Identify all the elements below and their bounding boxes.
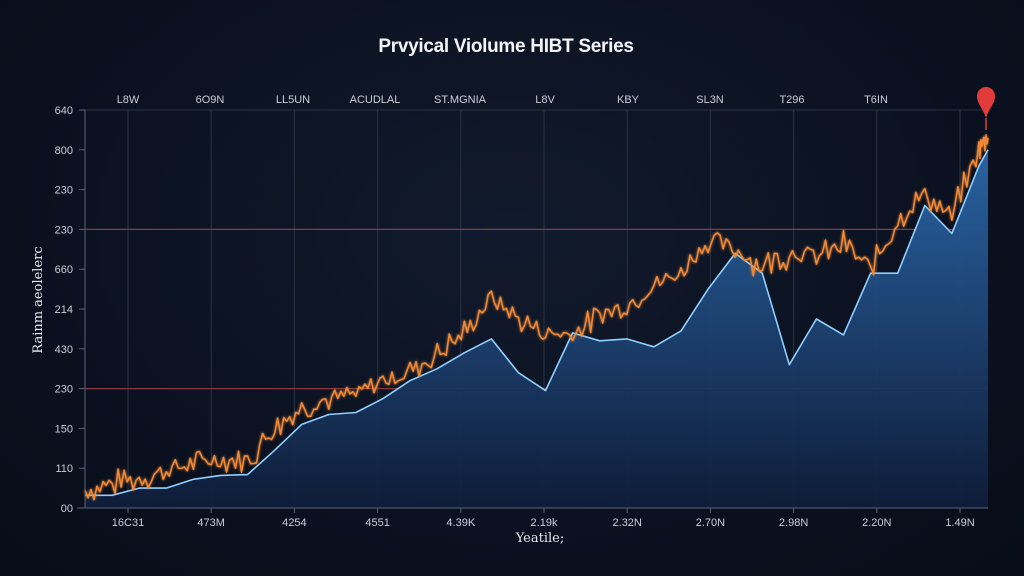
y-tick-label: 230 xyxy=(55,384,73,396)
top-label: T296 xyxy=(779,94,804,106)
area-line xyxy=(85,149,989,497)
y-tick-label: 110 xyxy=(55,463,73,475)
x-tick-label: 4551 xyxy=(365,517,389,529)
area-fill xyxy=(85,149,988,509)
tick-labels: 00 110 150 230 430 214 660 230 230 800 640 16C31 473… xyxy=(55,94,975,529)
top-label: L8V xyxy=(535,94,555,106)
y-tick-label: 214 xyxy=(55,304,73,316)
x-tick-label: 473M xyxy=(197,517,225,529)
volatile-series xyxy=(84,134,989,501)
area-series xyxy=(84,149,989,509)
x-tick-label: 2.19k xyxy=(531,517,558,529)
y-tick-label: 430 xyxy=(55,344,73,356)
y-tick-label: 800 xyxy=(55,145,73,157)
peak-marker xyxy=(977,87,995,130)
y-tick-label: 00 xyxy=(61,503,73,515)
x-tick-label: 4.39K xyxy=(446,517,475,529)
y-tick-label: 640 xyxy=(55,105,73,117)
chart-title: Prvyical Violume HIBT Series xyxy=(378,36,634,57)
x-tick-label: 2.70N xyxy=(696,517,725,529)
top-label: ACUDLAL xyxy=(350,94,401,106)
x-tick-label: 2.98N xyxy=(779,517,808,529)
x-tick-label: 2.32N xyxy=(613,517,642,529)
x-tick-label: 2.20N xyxy=(862,517,891,529)
top-label: ST.MGNIA xyxy=(434,94,487,106)
x-tick-label: 16C31 xyxy=(112,517,144,529)
top-label: 6O9N xyxy=(196,94,225,106)
y-tick-label: 230 xyxy=(55,185,73,197)
x-axis-title: Yeatile; xyxy=(515,531,565,546)
y-axis-title: Rainm aeolelerc xyxy=(31,246,46,353)
top-label: L8W xyxy=(117,94,140,106)
x-tick-label: 4254 xyxy=(282,517,306,529)
top-label: KBY xyxy=(617,94,640,106)
top-label: SL3N xyxy=(696,94,724,106)
top-label: LL5UN xyxy=(276,94,310,106)
volatile-line xyxy=(84,134,989,501)
top-label: T6IN xyxy=(864,94,888,106)
y-tick-label: 660 xyxy=(55,264,73,276)
y-tick-label: 230 xyxy=(55,224,73,236)
x-tick-label: 1.49N xyxy=(945,517,974,529)
axes xyxy=(77,109,988,513)
peak-marker-pin xyxy=(977,87,995,118)
y-tick-label: 150 xyxy=(55,423,73,435)
